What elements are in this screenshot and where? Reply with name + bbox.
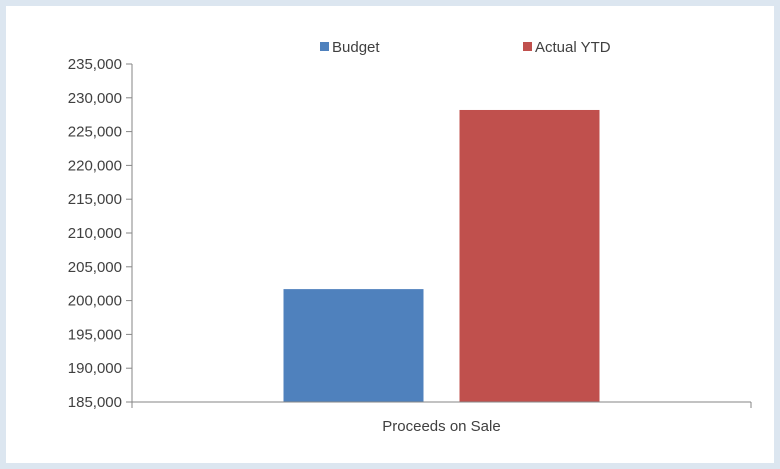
bar-chart: 185,000 190,000 195,000 200,000 205,000 210,0…: [68, 39, 752, 435]
legend-swatch: [523, 42, 532, 51]
legend-label: Budget: [332, 39, 380, 56]
legend-label: Actual YTD: [535, 39, 611, 56]
y-tick-label: 210,000: [68, 225, 122, 242]
y-tick-label: 235,000: [68, 56, 122, 73]
legend-swatch: [320, 42, 329, 51]
x-category-label: Proceeds on Sale: [382, 418, 500, 435]
chart-frame: 185,000 190,000 195,000 200,000 205,000 210,0…: [6, 6, 774, 463]
y-tick-label: 225,000: [68, 124, 122, 141]
legend: Budget Actual YTD: [320, 39, 611, 56]
y-tick-label: 215,000: [68, 191, 122, 208]
y-tick-label: 220,000: [68, 157, 122, 174]
y-tick-label: 190,000: [68, 360, 122, 377]
y-tick-label: 230,000: [68, 90, 122, 107]
bar-budget: [283, 289, 424, 402]
y-tick-label: 205,000: [68, 259, 122, 276]
bar-actual-ytd: [459, 109, 600, 402]
y-tick-label: 195,000: [68, 326, 122, 343]
x-axis: Proceeds on Sale: [131, 401, 752, 435]
bars: [283, 109, 600, 402]
y-tick-label: 185,000: [68, 394, 122, 411]
y-axis: 185,000 190,000 195,000 200,000 205,000 210,0…: [68, 56, 133, 411]
y-tick-label: 200,000: [68, 293, 122, 310]
